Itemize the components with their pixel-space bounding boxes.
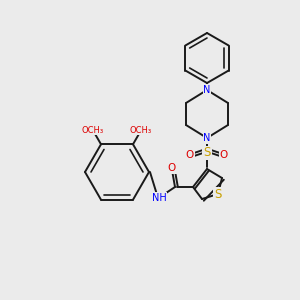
Text: NH: NH: [152, 193, 166, 203]
Text: O: O: [220, 150, 228, 160]
Text: N: N: [203, 133, 211, 143]
Text: O: O: [186, 150, 194, 160]
Text: S: S: [203, 146, 211, 160]
Text: N: N: [203, 85, 211, 95]
Text: O: O: [168, 163, 176, 173]
Text: S: S: [214, 188, 222, 200]
Text: OCH₃: OCH₃: [130, 126, 152, 135]
Text: OCH₃: OCH₃: [82, 126, 104, 135]
